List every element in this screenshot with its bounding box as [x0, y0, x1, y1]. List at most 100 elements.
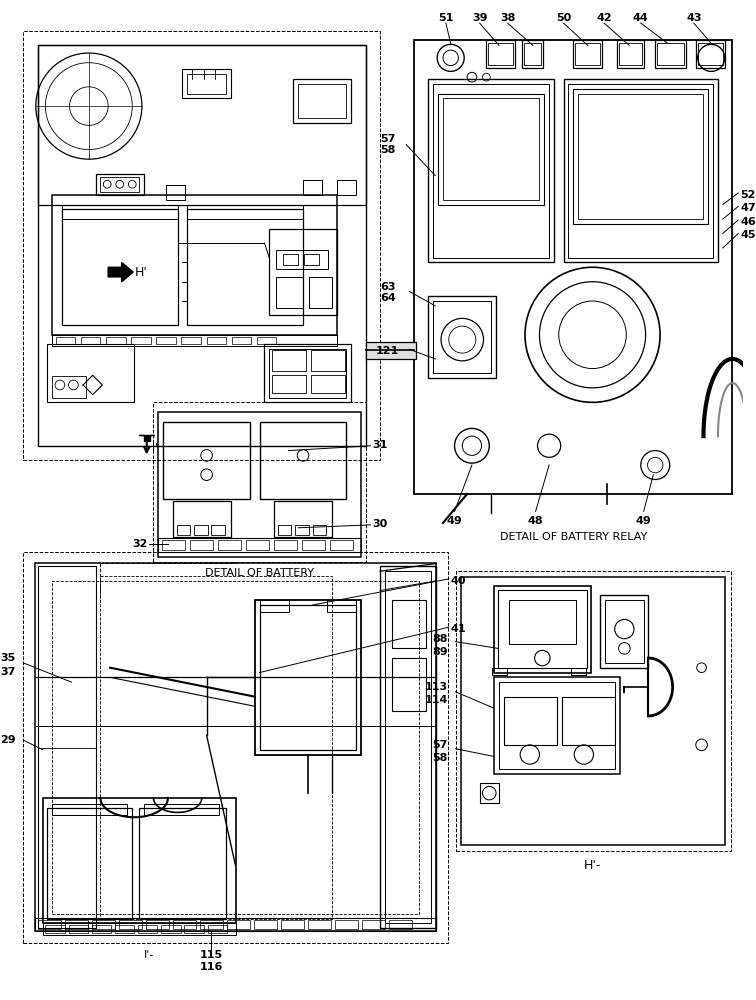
- Bar: [494, 586, 590, 673]
- Bar: [269, 229, 337, 315]
- Bar: [246, 540, 269, 550]
- Bar: [429, 79, 554, 262]
- Bar: [272, 350, 306, 371]
- Bar: [69, 925, 88, 933]
- Bar: [479, 783, 499, 803]
- Bar: [562, 697, 615, 745]
- Bar: [492, 668, 507, 675]
- Text: 41: 41: [451, 624, 466, 634]
- Text: 43: 43: [686, 13, 702, 23]
- Bar: [200, 920, 223, 929]
- Text: 29: 29: [0, 735, 16, 745]
- Bar: [206, 337, 226, 344]
- Text: 47: 47: [740, 203, 756, 213]
- Bar: [38, 45, 366, 446]
- Polygon shape: [139, 435, 154, 441]
- Bar: [138, 925, 157, 933]
- Bar: [42, 923, 236, 935]
- Text: 40: 40: [451, 576, 466, 586]
- Bar: [52, 376, 86, 398]
- Bar: [276, 277, 303, 308]
- Bar: [278, 525, 292, 535]
- Text: 38: 38: [500, 13, 516, 23]
- Text: 42: 42: [596, 13, 612, 23]
- Text: 35: 35: [0, 653, 16, 663]
- Bar: [283, 254, 298, 265]
- Bar: [191, 540, 213, 550]
- Bar: [101, 177, 139, 192]
- Bar: [443, 98, 540, 200]
- Bar: [573, 89, 708, 224]
- Bar: [35, 563, 436, 931]
- Bar: [311, 375, 345, 393]
- Bar: [52, 581, 419, 914]
- Bar: [498, 590, 587, 668]
- Bar: [23, 552, 448, 943]
- Bar: [380, 566, 436, 928]
- Text: 57: 57: [380, 134, 395, 144]
- Bar: [259, 605, 356, 750]
- Bar: [433, 84, 549, 258]
- Text: 57: 57: [432, 740, 448, 750]
- Bar: [618, 43, 642, 65]
- Bar: [163, 540, 185, 550]
- Bar: [163, 422, 250, 499]
- Bar: [181, 337, 201, 344]
- Bar: [522, 40, 544, 68]
- Bar: [62, 205, 178, 219]
- Bar: [335, 920, 358, 929]
- Bar: [293, 79, 352, 123]
- Text: 52: 52: [740, 190, 755, 200]
- Bar: [45, 925, 65, 933]
- Bar: [158, 538, 361, 552]
- Bar: [106, 337, 125, 344]
- Bar: [52, 195, 337, 335]
- Text: 113: 113: [425, 682, 448, 692]
- Bar: [166, 185, 185, 200]
- Bar: [161, 925, 181, 933]
- Bar: [62, 209, 178, 325]
- Bar: [337, 180, 356, 195]
- Bar: [156, 337, 175, 344]
- Bar: [302, 540, 325, 550]
- Bar: [657, 43, 684, 65]
- Bar: [52, 804, 128, 815]
- Bar: [56, 337, 76, 344]
- Text: 39: 39: [472, 13, 488, 23]
- Bar: [48, 344, 135, 402]
- Bar: [509, 600, 576, 644]
- Bar: [499, 682, 615, 769]
- Bar: [392, 658, 426, 711]
- Bar: [265, 344, 352, 402]
- Bar: [218, 540, 241, 550]
- Bar: [257, 337, 276, 344]
- Bar: [212, 525, 225, 535]
- Bar: [272, 375, 306, 393]
- Bar: [184, 925, 203, 933]
- Bar: [276, 250, 328, 269]
- Bar: [486, 40, 516, 68]
- Text: 64: 64: [380, 293, 396, 303]
- Bar: [38, 45, 366, 205]
- Bar: [392, 600, 426, 648]
- Bar: [231, 337, 251, 344]
- Bar: [600, 595, 649, 668]
- Bar: [177, 525, 191, 535]
- Bar: [119, 920, 142, 929]
- Bar: [429, 296, 496, 378]
- Bar: [698, 43, 723, 65]
- Text: 51: 51: [438, 13, 454, 23]
- Text: 49: 49: [636, 516, 652, 526]
- Text: 50: 50: [556, 13, 572, 23]
- Bar: [38, 920, 61, 929]
- Bar: [563, 79, 718, 262]
- Bar: [259, 600, 289, 612]
- Bar: [81, 337, 101, 344]
- Bar: [274, 501, 332, 537]
- Bar: [255, 600, 361, 755]
- Text: 63: 63: [380, 282, 395, 292]
- Bar: [173, 501, 231, 537]
- Bar: [144, 804, 219, 815]
- Text: 58: 58: [380, 145, 395, 155]
- Bar: [524, 43, 541, 65]
